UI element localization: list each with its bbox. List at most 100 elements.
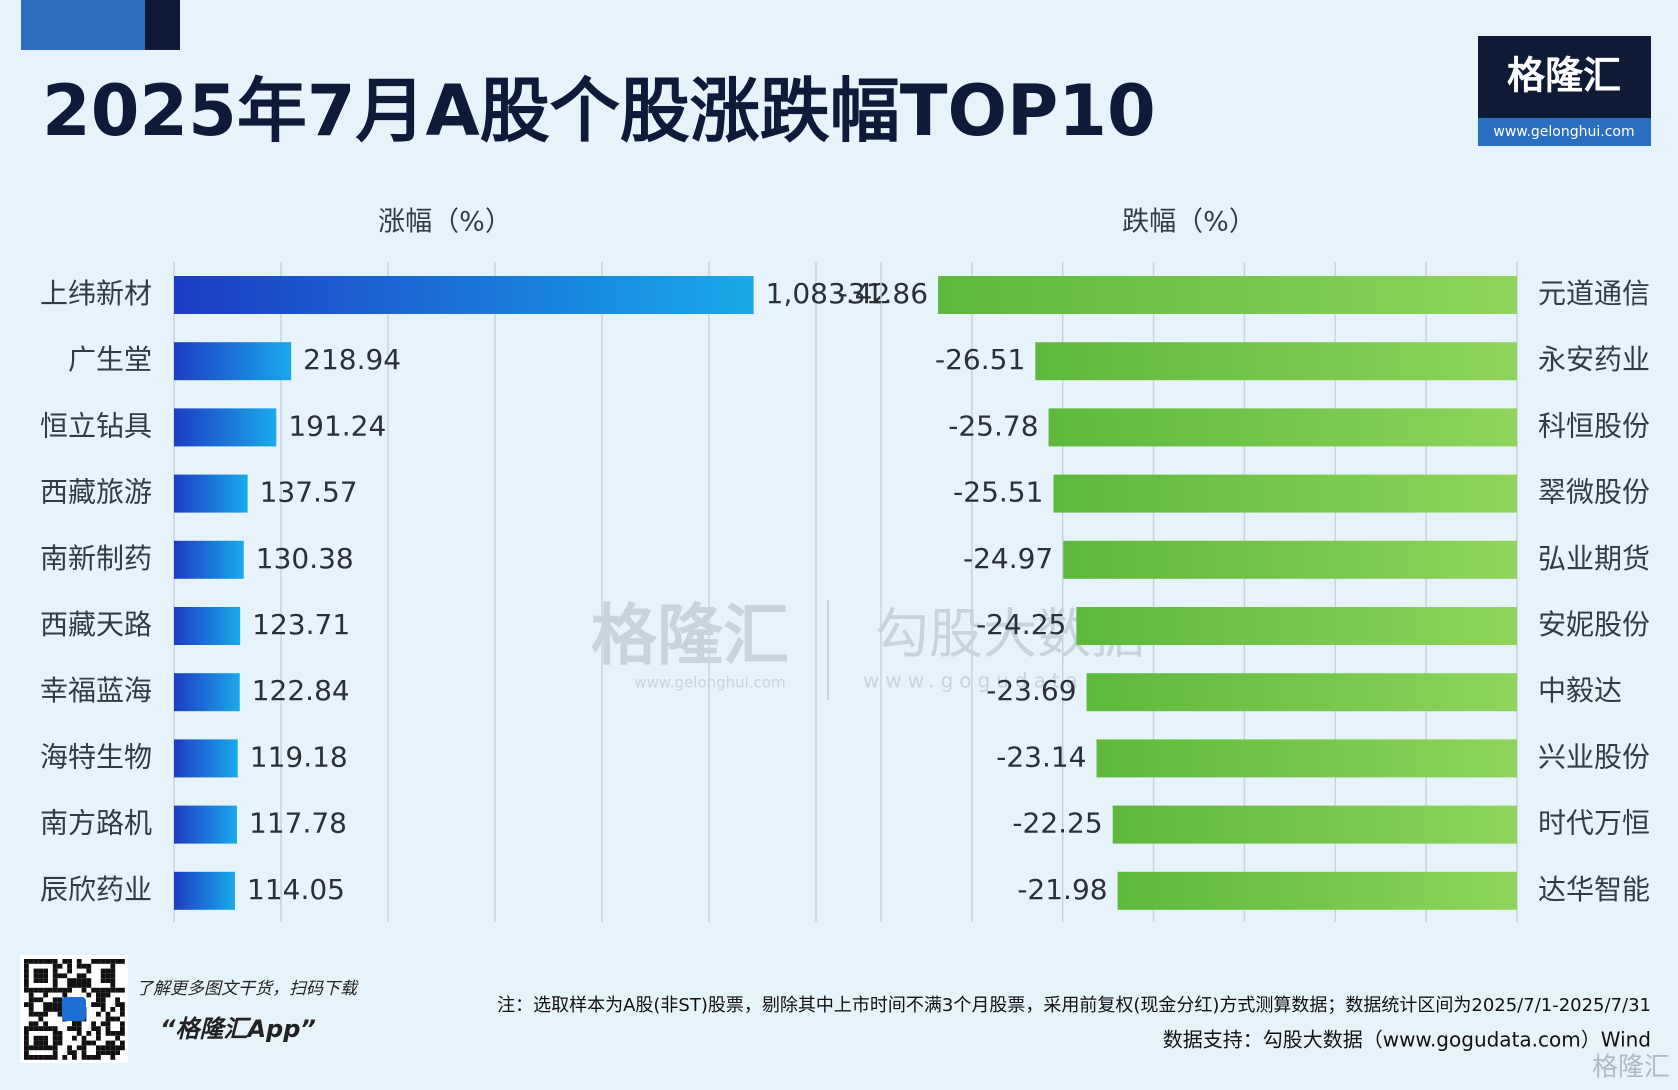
qr-cell <box>38 1055 44 1060</box>
qr-cell <box>67 1050 72 1055</box>
value-label: 114.05 <box>247 873 345 906</box>
qr-cell <box>96 1035 101 1041</box>
qr-cell <box>48 959 53 964</box>
qr-cell <box>105 959 111 964</box>
qr-code <box>20 955 128 1063</box>
bar <box>174 673 240 712</box>
qr-cell <box>38 1016 44 1022</box>
category-label: 安妮股份 <box>1538 608 1650 641</box>
qr-cell <box>38 1011 44 1017</box>
category-label: 兴业股份 <box>1538 740 1650 773</box>
category-label: 中毅达 <box>1538 674 1622 707</box>
bar <box>1112 805 1517 844</box>
qr-cell <box>24 1055 29 1060</box>
bar <box>1096 739 1517 778</box>
qr-cell <box>48 1002 53 1007</box>
bar <box>938 276 1517 314</box>
qr-cell <box>28 1055 34 1060</box>
qr-cell <box>120 1021 125 1027</box>
qr-cell <box>81 1055 87 1060</box>
qr-cell <box>76 978 82 983</box>
value-label: -25.51 <box>953 476 1043 509</box>
qr-cell <box>115 1016 120 1022</box>
qr-cell <box>96 1045 101 1051</box>
qr-cell <box>52 968 58 974</box>
qr-cell <box>67 968 72 974</box>
qr-cell <box>28 997 34 1003</box>
qr-cell <box>81 1045 87 1051</box>
qr-cell <box>24 1050 29 1055</box>
qr-cell <box>38 1026 44 1031</box>
qr-cell <box>28 1002 34 1007</box>
qr-cell <box>120 1031 125 1036</box>
bar <box>174 342 292 381</box>
qr-cell <box>38 997 44 1003</box>
logo-url: www.gelonghui.com <box>1493 124 1634 140</box>
qr-cell <box>28 992 34 998</box>
qr-cell <box>52 978 58 983</box>
qr-cell <box>115 1050 120 1055</box>
qr-caption: 了解更多图文干货，扫码下载 <box>136 979 359 999</box>
qr-cell <box>110 968 116 974</box>
qr-cell <box>24 983 29 988</box>
qr-cell <box>110 1016 116 1022</box>
qr-cell <box>52 1026 58 1031</box>
qr-cell <box>110 1045 116 1051</box>
qr-cell <box>120 959 125 964</box>
qr-cell <box>105 1050 111 1055</box>
category-label: 时代万恒 <box>1538 807 1650 840</box>
qr-cell <box>76 959 82 964</box>
qr-cell <box>105 1016 111 1022</box>
qr-cell <box>81 1035 87 1041</box>
app-name: “格隆汇App” <box>160 1015 316 1043</box>
qr-cell <box>91 1055 96 1060</box>
qr-cell <box>67 983 72 988</box>
qr-cell <box>62 1055 68 1060</box>
bar <box>1117 871 1517 910</box>
qr-cell <box>91 1002 96 1007</box>
qr-cell <box>33 1011 39 1017</box>
qr-cell <box>81 1040 87 1046</box>
category-label: 永安药业 <box>1538 343 1650 376</box>
qr-cell <box>62 973 68 979</box>
qr-cell <box>67 978 72 983</box>
qr-cell <box>52 963 58 969</box>
qr-cell <box>86 968 92 974</box>
qr-cell <box>67 1026 72 1031</box>
qr-cell <box>76 1021 82 1027</box>
qr-cell <box>105 1026 111 1031</box>
corner-block <box>145 0 180 50</box>
qr-cell <box>105 987 111 993</box>
qr-cell <box>43 1045 48 1051</box>
qr-cell <box>72 1021 77 1027</box>
qr-cell <box>96 1002 101 1007</box>
qr-cell <box>72 1055 77 1060</box>
category-label: 南方路机 <box>40 807 152 840</box>
bar <box>1053 474 1517 513</box>
title: 2025年7月A股个股涨跌幅TOP10 <box>42 70 1156 152</box>
qr-cell <box>24 973 29 979</box>
qr-cell <box>115 1045 120 1051</box>
qr-cell <box>100 968 106 974</box>
qr-cell <box>28 1026 34 1031</box>
qr-cell <box>57 1035 63 1041</box>
bar <box>1076 607 1517 645</box>
qr-cell <box>105 1031 111 1036</box>
qr-cell <box>28 1011 34 1017</box>
qr-cell <box>38 1040 44 1046</box>
value-label: -24.25 <box>976 608 1066 641</box>
qr-cell <box>100 1021 106 1027</box>
qr-cell <box>33 987 39 993</box>
category-label: 辰欣药业 <box>40 873 152 906</box>
qr-cell <box>96 1011 101 1017</box>
category-label: 恒立钻具 <box>40 409 152 442</box>
qr-cell <box>52 1050 58 1055</box>
qr-cell <box>72 1050 77 1055</box>
qr-cell <box>48 1045 53 1051</box>
bar <box>174 408 277 447</box>
category-label: 上纬新材 <box>40 277 152 310</box>
qr-cell <box>57 1007 63 1012</box>
qr-cell <box>110 959 116 964</box>
qr-cell <box>86 1055 92 1060</box>
